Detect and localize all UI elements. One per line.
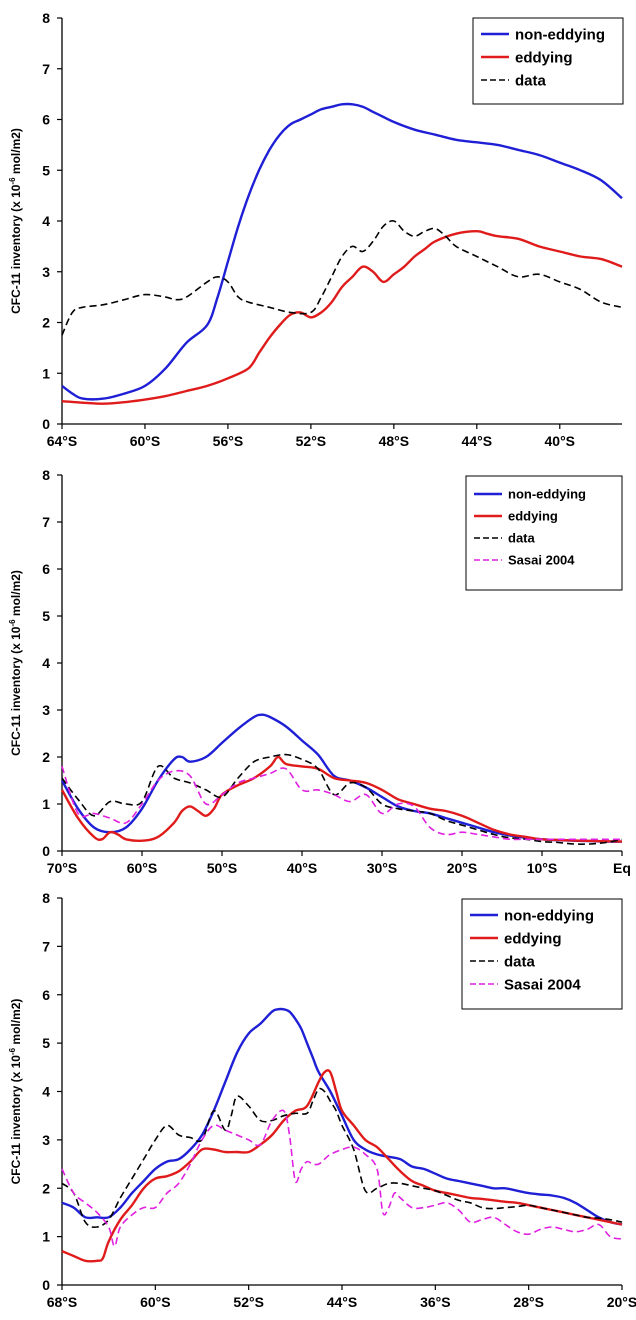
y-axis-title-main: CFC-11 inventory (x 10 (9, 1055, 23, 1185)
y-tick-label: 1 (42, 1229, 50, 1245)
y-axis-title: CFC-11 inventory (x 10-6 mol/m2) (8, 570, 23, 756)
y-tick-label: 2 (42, 749, 50, 765)
x-tick-label: 56°S (213, 433, 244, 449)
legend: non-eddying eddying data Sasai 2004 (461, 898, 623, 1010)
y-tick-label: 5 (42, 608, 50, 624)
x-tick-label: 30°S (367, 860, 398, 876)
x-tick-label: 28°S (513, 1294, 544, 1310)
y-tick-label: 2 (42, 1180, 50, 1196)
y-axis-title-superscript: -6 (8, 619, 17, 627)
y-axis-title-main: CFC-11 inventory (x 10 (9, 626, 23, 756)
series-line-data (61, 1087, 623, 1229)
x-tick-label: 10°S (527, 860, 558, 876)
x-tick-label: 68°S (47, 1294, 78, 1310)
legend-label: data (504, 953, 536, 970)
y-tick-label: 6 (42, 987, 50, 1003)
x-tick-label: 60°S (130, 433, 161, 449)
legend-label: non-eddying (504, 907, 594, 924)
y-tick-label: 4 (42, 655, 50, 671)
y-axis-title: CFC-11 inventory (x 10-6 mol/m2) (8, 999, 23, 1185)
y-tick-label: 3 (42, 1132, 50, 1148)
series-line-data (61, 220, 623, 336)
series-line-eddying (60, 755, 623, 843)
legend-label: eddying (515, 49, 573, 66)
y-tick-label: 0 (42, 1277, 50, 1293)
x-tick-label: 36°S (420, 1294, 451, 1310)
y-axis-title: CFC-11 inventory (x 10-6 mol/m2) (8, 128, 23, 314)
y-tick-label: 6 (42, 561, 50, 577)
x-tick-label: 64°S (47, 433, 78, 449)
y-tick-label: 8 (42, 467, 50, 483)
y-tick-label: 2 (42, 315, 50, 331)
x-tick-label: 20°S (447, 860, 478, 876)
chart-panel-bottom: 0 1 2 3 4 5 6 7 8 68°S 60°S 52°S 44°S 36°S 28°S 20°S CFC… (8, 890, 636, 1310)
x-tick-label: 60°S (127, 860, 158, 876)
chart-panel-middle: 0 1 2 3 4 5 6 7 8 70°S 60°S 50°S 40°S 30°S 20°S 10°S Eq C… (8, 467, 631, 876)
x-tick-label: 60°S (140, 1294, 171, 1310)
x-tick-label: 50°S (207, 860, 238, 876)
series-line-non-eddying (60, 713, 623, 843)
y-axis-title-units: mol/m2) (9, 999, 23, 1048)
y-tick-label: 0 (42, 843, 50, 859)
y-tick-label: 7 (42, 514, 50, 530)
y-tick-label: 0 (42, 416, 50, 432)
x-tick-label: Eq (613, 860, 631, 876)
y-tick-label: 5 (42, 162, 50, 178)
series-line-sasai-2004 (61, 766, 622, 841)
x-tick-label: 40°S (287, 860, 318, 876)
y-tick-label: 3 (42, 264, 50, 280)
series-line-non-eddying (61, 1007, 623, 1226)
y-axis-title-units: mol/m2) (9, 570, 23, 619)
y-axis-title-superscript: -6 (8, 177, 17, 185)
x-tick-label: 44°S (462, 433, 493, 449)
legend-box (472, 17, 624, 105)
legend-label: data (515, 72, 547, 89)
legend-label: non-eddying (515, 26, 605, 43)
y-tick-label: 7 (42, 938, 50, 954)
y-tick-label: 8 (42, 10, 50, 26)
y-tick-label: 4 (42, 1084, 50, 1100)
series-line-non-eddying (61, 102, 623, 401)
y-tick-label: 5 (42, 1035, 50, 1051)
legend-label: eddying (504, 930, 562, 947)
legend-label: data (508, 531, 536, 546)
series-line-eddying (61, 230, 623, 405)
x-tick-label: 70°S (47, 860, 78, 876)
y-tick-label: 6 (42, 112, 50, 128)
y-tick-label: 8 (42, 890, 50, 906)
x-tick-label: 20°S (607, 1294, 636, 1310)
x-tick-label: 52°S (296, 433, 327, 449)
legend-label: Sasai 2004 (508, 553, 575, 568)
series-line-sasai-2004 (61, 1109, 623, 1248)
legend-box (461, 898, 623, 1010)
y-axis-title-main: CFC-11 inventory (x 10 (9, 184, 23, 314)
chart-panel-top: 0 1 2 3 4 5 6 7 8 64°S 60°S 56°S 52°S 48°S 44°S 40°S CFC… (8, 10, 624, 449)
y-tick-label: 1 (42, 365, 50, 381)
legend-label: eddying (508, 509, 558, 524)
y-tick-label: 1 (42, 796, 50, 812)
x-tick-label: 40°S (545, 433, 576, 449)
legend: non-eddying eddying data (472, 17, 624, 105)
x-tick-label: 44°S (327, 1294, 358, 1310)
series-line-eddying (61, 1069, 623, 1263)
legend-label: non-eddying (508, 487, 586, 502)
legend: non-eddying eddying data Sasai 2004 (465, 475, 623, 591)
legend-label: Sasai 2004 (504, 976, 581, 993)
y-tick-label: 4 (42, 213, 50, 229)
y-axis-title-superscript: -6 (8, 1047, 17, 1055)
y-tick-label: 3 (42, 702, 50, 718)
y-tick-label: 7 (42, 61, 50, 77)
x-tick-label: 52°S (233, 1294, 264, 1310)
x-tick-label: 48°S (379, 433, 410, 449)
y-axis-title-units: mol/m2) (9, 128, 23, 177)
